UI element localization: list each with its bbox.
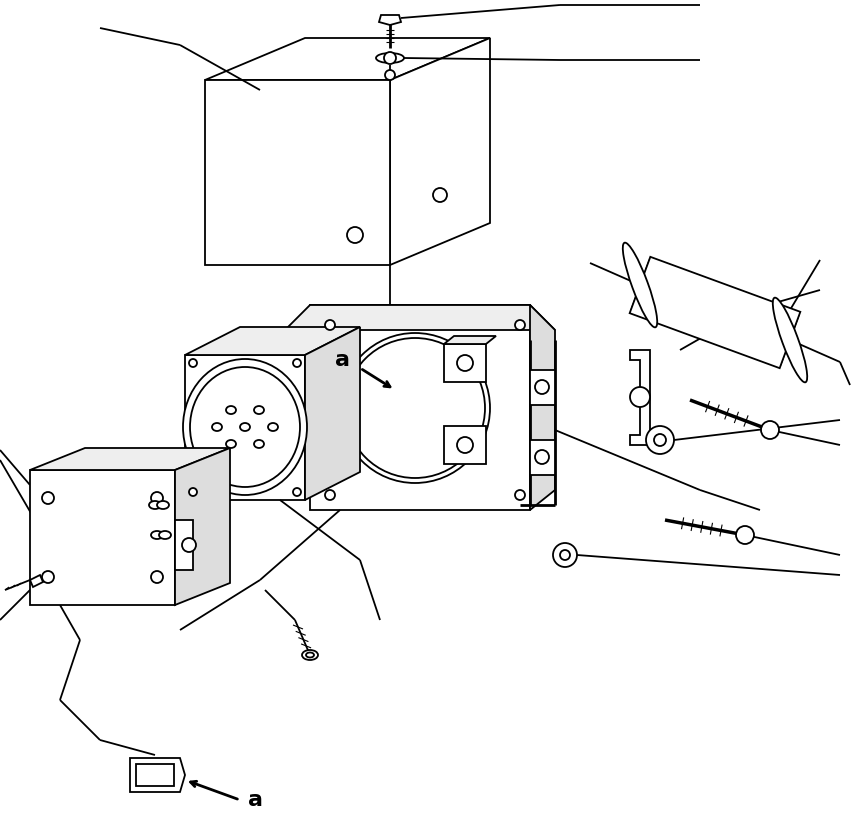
- Circle shape: [189, 488, 197, 496]
- Polygon shape: [30, 448, 230, 470]
- Polygon shape: [630, 350, 650, 445]
- Circle shape: [325, 490, 335, 500]
- Ellipse shape: [226, 406, 236, 414]
- Polygon shape: [530, 370, 555, 405]
- Circle shape: [457, 437, 473, 453]
- Polygon shape: [530, 440, 555, 475]
- Circle shape: [535, 450, 549, 464]
- Circle shape: [189, 359, 197, 367]
- Circle shape: [457, 355, 473, 371]
- Circle shape: [515, 320, 525, 330]
- Circle shape: [151, 571, 163, 583]
- Polygon shape: [444, 336, 496, 344]
- Circle shape: [736, 526, 754, 544]
- Polygon shape: [444, 344, 486, 382]
- Circle shape: [384, 52, 396, 64]
- Ellipse shape: [376, 53, 404, 63]
- Ellipse shape: [183, 359, 307, 495]
- Ellipse shape: [773, 298, 807, 382]
- Circle shape: [515, 490, 525, 500]
- Circle shape: [182, 538, 196, 552]
- Circle shape: [646, 426, 674, 454]
- Polygon shape: [530, 305, 555, 510]
- Circle shape: [535, 380, 549, 394]
- Circle shape: [560, 550, 570, 560]
- Circle shape: [553, 543, 577, 567]
- Circle shape: [654, 434, 666, 446]
- Circle shape: [385, 70, 395, 80]
- Ellipse shape: [240, 423, 250, 431]
- Polygon shape: [175, 448, 230, 605]
- Polygon shape: [285, 305, 555, 330]
- Ellipse shape: [254, 440, 264, 448]
- Ellipse shape: [302, 650, 318, 660]
- Ellipse shape: [190, 367, 300, 487]
- Polygon shape: [379, 15, 401, 25]
- Circle shape: [761, 421, 779, 439]
- Ellipse shape: [622, 243, 657, 327]
- Ellipse shape: [159, 531, 171, 539]
- Circle shape: [347, 227, 363, 243]
- Ellipse shape: [226, 440, 236, 448]
- Polygon shape: [185, 355, 305, 500]
- Circle shape: [325, 320, 335, 330]
- Circle shape: [630, 387, 650, 407]
- Circle shape: [293, 359, 301, 367]
- Circle shape: [293, 488, 301, 496]
- Ellipse shape: [157, 501, 169, 509]
- Circle shape: [340, 333, 490, 483]
- Ellipse shape: [268, 423, 278, 431]
- Ellipse shape: [212, 423, 222, 431]
- Polygon shape: [205, 80, 390, 265]
- Polygon shape: [390, 38, 490, 265]
- Polygon shape: [629, 257, 800, 368]
- Text: a: a: [335, 350, 350, 370]
- Polygon shape: [205, 38, 490, 80]
- Ellipse shape: [306, 652, 314, 657]
- Ellipse shape: [254, 406, 264, 414]
- Ellipse shape: [151, 531, 163, 539]
- Circle shape: [151, 492, 163, 504]
- Circle shape: [42, 571, 54, 583]
- Polygon shape: [305, 327, 360, 500]
- Polygon shape: [310, 305, 530, 510]
- Polygon shape: [185, 327, 360, 355]
- Ellipse shape: [149, 501, 161, 509]
- Circle shape: [42, 492, 54, 504]
- Polygon shape: [30, 470, 175, 605]
- Polygon shape: [175, 520, 193, 570]
- Text: a: a: [248, 790, 263, 810]
- Polygon shape: [30, 575, 43, 587]
- Circle shape: [433, 188, 447, 202]
- Polygon shape: [130, 758, 185, 792]
- Polygon shape: [444, 426, 486, 464]
